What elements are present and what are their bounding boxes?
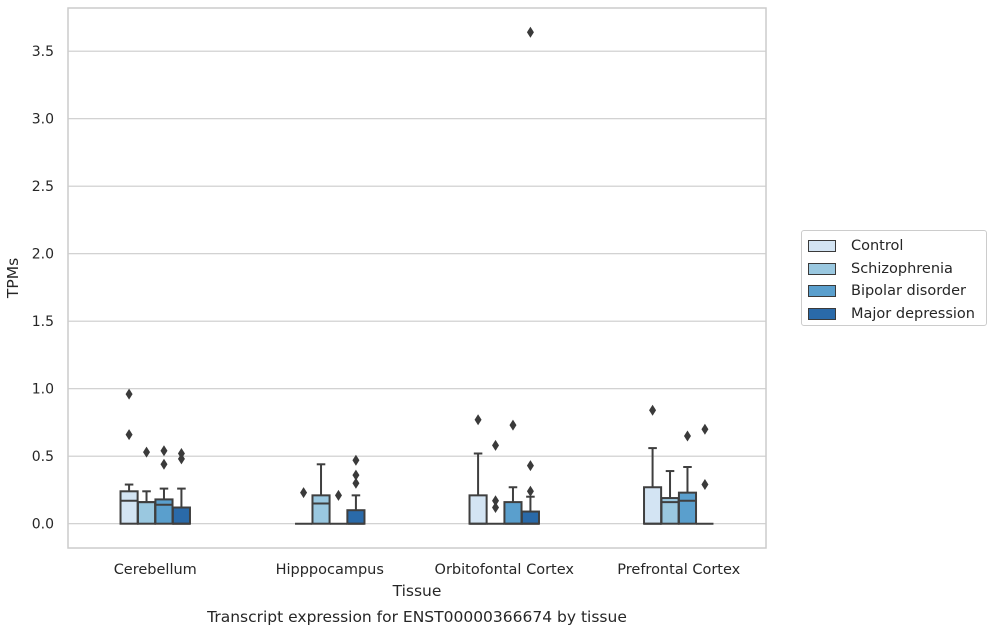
outlier-point-major-depression: [352, 469, 360, 481]
box-control: [468, 452, 488, 525]
y-tick-label: 1.5: [32, 314, 54, 330]
box-body-bipolar-disorder: [154, 498, 174, 525]
box-schizophrenia: [311, 463, 331, 525]
outlier-point-control: [649, 404, 657, 416]
box-schizophrenia: [136, 490, 157, 525]
outlier-point-bipolar-disorder: [683, 430, 691, 442]
legend-item-bipolar-disorder: Bipolar disorder: [808, 280, 986, 303]
box-major-depression: [346, 494, 366, 525]
outlier-point-control: [125, 429, 133, 441]
x-tick-label: Hipppocampus: [276, 562, 384, 578]
outlier-point-major-depression: [177, 448, 185, 459]
box-major-depression: [171, 487, 191, 525]
box-bipolar-disorder: [503, 486, 523, 525]
outlier-point-major-depression: [526, 460, 534, 472]
outlier-point-bipolar-disorder: [509, 419, 517, 431]
outlier-point-major-depression: [352, 454, 360, 466]
outlier-point-schizophrenia: [143, 446, 151, 458]
y-tick-label: 3.0: [32, 112, 54, 128]
legend-swatch-major-depression: [808, 307, 836, 320]
plot-area: [67, 7, 767, 549]
outlier-point-control: [474, 414, 482, 426]
x-tick-label: Cerebellum: [114, 562, 197, 578]
y-tick-label: 2.0: [32, 247, 54, 263]
x-axis-label: Tissue: [392, 582, 442, 600]
outlier-point-bipolar-disorder: [160, 445, 168, 457]
outlier-point-major-depression: [526, 26, 534, 38]
x-tick-label: Prefrontal Cortex: [617, 562, 740, 578]
box-body-bipolar-disorder: [677, 491, 698, 525]
outlier-point-bipolar-disorder: [334, 489, 342, 501]
box-control: [119, 483, 139, 525]
chart-title: Transcript expression for ENST0000036667…: [206, 608, 627, 626]
box-bipolar-disorder: [677, 466, 698, 525]
outlier-point-schizophrenia: [492, 495, 500, 507]
legend-label-schizophrenia: Schizophrenia: [851, 260, 953, 277]
legend-label-major-depression: Major depression: [851, 305, 975, 322]
y-tick-label: 2.5: [32, 179, 54, 195]
outlier-point-major-depression: [352, 477, 360, 489]
box-body-control: [643, 486, 663, 525]
outlier-point-control: [125, 388, 133, 400]
outlier-point-major-depression: [526, 485, 534, 497]
box-control: [643, 447, 663, 525]
y-tick-label: 0.5: [32, 449, 54, 465]
boxes: [119, 447, 714, 525]
x-tick-label: Orbitofontal Cortex: [435, 562, 575, 578]
outlier-point-schizophrenia: [492, 439, 500, 451]
gridlines: [68, 50, 766, 525]
box-body-major-depression: [171, 506, 191, 525]
outliers: [125, 26, 709, 513]
legend-label-control: Control: [851, 238, 904, 255]
box-schizophrenia: [660, 470, 680, 525]
outlier-point-major-depression: [701, 479, 709, 491]
legend-swatch-control: [808, 240, 836, 253]
box-bipolar-disorder: [154, 487, 174, 525]
legend-label-bipolar-disorder: Bipolar disorder: [851, 283, 966, 300]
legend-item-control: Control: [808, 235, 986, 258]
box-body-bipolar-disorder: [503, 501, 523, 525]
x-axis-ticks: Cerebellum Hipppocampus Orbitofontal Corte…: [114, 562, 741, 578]
box-body-major-depression: [520, 510, 540, 525]
outlier-point-major-depression: [701, 423, 709, 435]
y-axis-ticks: 0.0 0.5 1.0 1.5 2.0 2.5 3.0 3.5: [32, 44, 54, 533]
legend-swatch-bipolar-disorder: [808, 285, 836, 298]
box-body-schizophrenia: [136, 501, 157, 525]
y-tick-label: 3.5: [32, 44, 54, 60]
box-body-control: [468, 494, 488, 525]
outlier-point-bipolar-disorder: [160, 458, 168, 470]
legend: Control Schizophrenia Bipolar disorder M…: [801, 230, 987, 326]
y-tick-label: 0.0: [32, 517, 54, 533]
y-tick-label: 1.0: [32, 382, 54, 398]
legend-item-schizophrenia: Schizophrenia: [808, 258, 986, 281]
legend-swatch-schizophrenia: [808, 262, 836, 275]
legend-item-major-depression: Major depression: [808, 303, 986, 326]
outlier-point-control: [300, 487, 308, 499]
box-major-depression: [520, 495, 540, 525]
box-body-major-depression: [346, 509, 366, 525]
box-body-schizophrenia: [311, 494, 331, 525]
y-axis-label: TPMs: [4, 258, 22, 299]
outlier-point-schizophrenia: [492, 502, 500, 513]
box-body-control: [119, 490, 139, 525]
